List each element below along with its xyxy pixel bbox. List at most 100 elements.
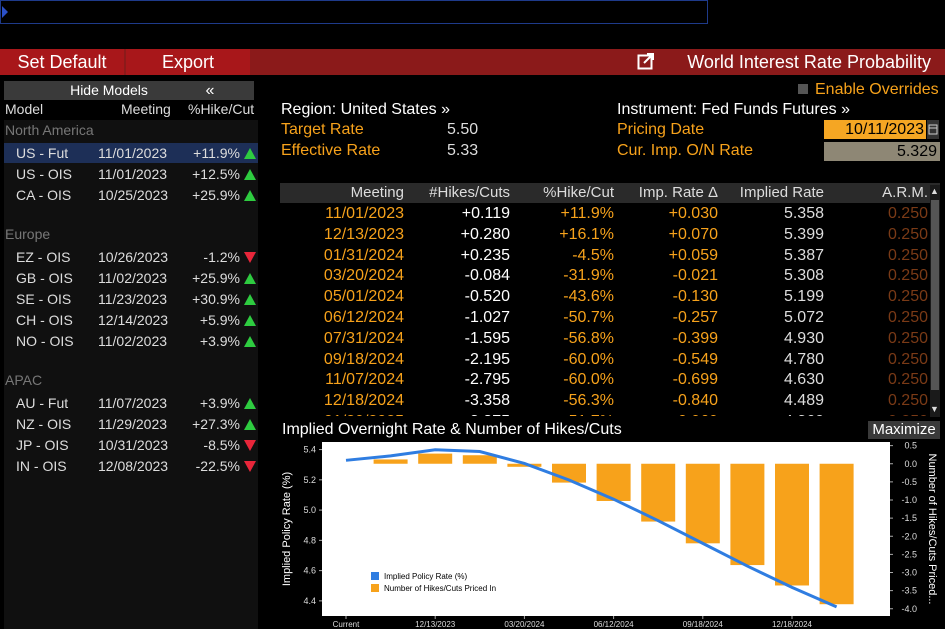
scrollbar-thumb[interactable]	[931, 200, 939, 390]
model-name: CH - OIS	[16, 311, 73, 328]
cur-imp-rate-field[interactable]: 5.329	[824, 142, 940, 161]
export-button[interactable]: Export	[126, 49, 250, 75]
table-row[interactable]: 12/18/2024 -3.358 -56.3% -0.840 4.489 0.250	[280, 390, 930, 411]
table-row[interactable]: 05/01/2024 -0.520 -43.6% -0.130 5.199 0.250	[280, 286, 930, 307]
right-tick-label: 0.5	[904, 441, 917, 451]
model-row[interactable]: NZ - OIS 11/29/2023 +27.3%	[4, 414, 258, 434]
table-cell: 0.250	[887, 246, 928, 264]
hikes-cuts-bar	[507, 463, 542, 467]
table-cell: 05/01/2024	[323, 288, 404, 306]
left-tick-label: 4.8	[303, 535, 316, 545]
model-row[interactable]: US - Fut 11/01/2023 +11.9%	[4, 143, 258, 163]
enable-overrides-checkbox[interactable]	[798, 84, 808, 94]
table-row[interactable]: 11/07/2024 -2.795 -60.0% -0.699 4.630 0.250	[280, 369, 930, 390]
scroll-down-icon[interactable]: ▼	[930, 404, 939, 414]
table-cell: -3.875	[410, 413, 510, 416]
right-tick-label: -4.0	[901, 604, 917, 614]
table-cell: -1.027	[464, 309, 510, 326]
collapse-icon[interactable]: «	[205, 82, 215, 99]
pct-hike-cut: +12.5%	[192, 165, 240, 182]
model-row[interactable]: CA - OIS 10/25/2023 +25.9%	[4, 185, 258, 205]
model-name: NO - OIS	[16, 332, 74, 349]
table-row[interactable]: 07/31/2024 -1.595 -56.8% -0.399 4.930 0.250	[280, 328, 930, 349]
instrument-selector[interactable]: Instrument: Fed Funds Futures »	[617, 101, 850, 118]
table-row[interactable]: 01/29/2025 -3.875 -51.7% -0.969 4.360 0.250	[280, 411, 930, 416]
meeting-date: 11/29/2023	[98, 416, 168, 433]
hide-models-button[interactable]: Hide Models	[70, 82, 148, 98]
left-tick-label: 5.0	[303, 505, 316, 515]
table-row[interactable]: 01/31/2024 +0.235 -4.5% +0.059 5.387 0.250	[280, 245, 930, 266]
right-tick-label: -3.0	[901, 568, 917, 578]
implied-rate-line	[345, 448, 838, 609]
th-hikes-cuts[interactable]: #Hikes/Cuts	[429, 184, 510, 201]
pricing-date-label: Pricing Date	[617, 121, 705, 138]
external-link-icon[interactable]	[637, 52, 655, 70]
legend	[366, 567, 518, 597]
enable-overrides-label[interactable]: Enable Overrides	[815, 81, 939, 98]
arrow-up-icon	[244, 273, 256, 285]
hikes-cuts-bar	[775, 463, 809, 586]
th-implied-rate[interactable]: Implied Rate	[739, 184, 824, 201]
table-cell: -0.840	[672, 392, 718, 410]
maximize-button[interactable]: Maximize	[868, 421, 940, 439]
th-arm[interactable]: A.R.M.	[882, 184, 928, 201]
table-cell: -31.9%	[563, 267, 614, 285]
model-row[interactable]: CH - OIS 12/14/2023 +5.9%	[4, 310, 258, 330]
table-cell: 5.072	[783, 309, 824, 326]
model-row[interactable]: GB - OIS 11/02/2023 +25.9%	[4, 268, 258, 288]
table-cell: +11.9%	[560, 205, 614, 222]
model-row[interactable]: SE - OIS 11/23/2023 +30.9%	[4, 289, 258, 309]
table-cell: 4.630	[783, 371, 824, 389]
model-row[interactable]: EZ - OIS 10/26/2023 -1.2%	[4, 247, 258, 267]
model-row[interactable]: AU - Fut 11/07/2023 +3.9%	[4, 393, 258, 413]
model-row[interactable]: IN - OIS 12/08/2023 -22.5%	[4, 456, 258, 476]
model-row[interactable]: JP - OIS 10/31/2023 -8.5%	[4, 435, 258, 455]
col-header-pct[interactable]: %Hike/Cut	[188, 101, 255, 117]
command-line-input[interactable]	[0, 0, 708, 24]
table-cell: 07/31/2024	[323, 329, 404, 347]
th-pct-hike-cut[interactable]: %Hike/Cut	[543, 184, 614, 201]
col-header-meeting[interactable]: Meeting	[121, 101, 171, 117]
region-selector[interactable]: Region: United States »	[281, 101, 450, 118]
pricing-date-field[interactable]: 10/11/2023	[824, 120, 926, 139]
table-row[interactable]: 12/13/2023 +0.280 +16.1% +0.070 5.399 0.250	[280, 224, 930, 245]
meeting-date: 11/23/2023	[98, 291, 168, 307]
hikes-cuts-bar	[641, 463, 676, 522]
calendar-icon[interactable]	[927, 120, 939, 139]
pct-hike-cut: +3.9%	[199, 332, 240, 349]
hide-models-bar[interactable]	[4, 81, 254, 100]
table-cell: -60.0%	[563, 371, 614, 389]
th-imp-rate-delta[interactable]: Imp. Rate Δ	[638, 184, 718, 201]
legend-swatch-line	[371, 572, 379, 580]
table-cell: -0.130	[672, 288, 718, 306]
th-meeting[interactable]: Meeting	[350, 184, 404, 201]
table-cell: 4.360	[724, 413, 824, 416]
set-default-button[interactable]: Set Default	[0, 49, 124, 75]
right-tick-label: -2.0	[901, 531, 917, 541]
pct-hike-cut: -1.2%	[203, 249, 240, 266]
page-title: World Interest Rate Probability	[687, 52, 931, 72]
x-tick-label: 12/13/2023	[415, 620, 456, 629]
right-tick-label: -1.0	[901, 495, 917, 505]
right-tick-label: -2.5	[901, 549, 917, 559]
table-cell: 5.399	[783, 225, 824, 243]
table-cell: 5.308	[783, 267, 824, 285]
table-row[interactable]: 09/18/2024 -2.195 -60.0% -0.549 4.780 0.250	[280, 349, 930, 370]
table-row[interactable]: 11/01/2023 +0.119 +11.9% +0.030 5.358 0.250	[280, 203, 930, 224]
x-tick-label: 12/18/2024	[772, 620, 813, 629]
command-arrow-icon	[2, 6, 8, 18]
x-tick-label: 09/18/2024	[683, 620, 724, 629]
right-tick-label: -3.5	[901, 586, 917, 596]
group-header: North America	[5, 122, 94, 138]
table-row[interactable]: 03/20/2024 -0.084 -31.9% -0.021 5.308 0.250	[280, 265, 930, 286]
target-rate-label: Target Rate	[281, 121, 364, 138]
col-header-model[interactable]: Model	[5, 101, 44, 117]
table-row[interactable]: 06/12/2024 -1.027 -50.7% -0.257 5.072 0.250	[280, 307, 930, 328]
scroll-up-icon[interactable]: ▲	[930, 186, 939, 196]
model-name: US - Fut	[16, 145, 69, 161]
model-row[interactable]: US - OIS 11/01/2023 +12.5%	[4, 164, 258, 184]
model-row[interactable]: NO - OIS 11/02/2023 +3.9%	[4, 331, 258, 351]
table-cell: -2.195	[464, 350, 510, 368]
table-cell: +0.235	[460, 246, 510, 264]
pct-hike-cut: -22.5%	[195, 457, 240, 474]
